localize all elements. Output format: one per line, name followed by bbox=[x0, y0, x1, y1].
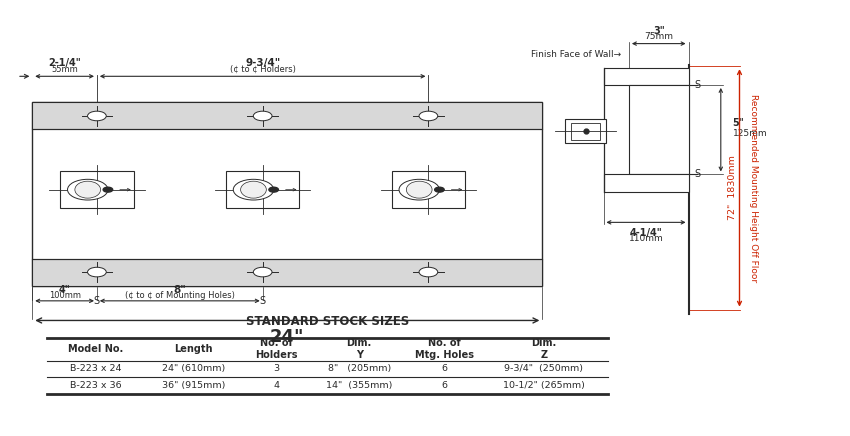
Bar bbox=[32, 259, 542, 286]
Circle shape bbox=[253, 267, 272, 277]
Text: 110mm: 110mm bbox=[629, 234, 663, 243]
Bar bbox=[32, 102, 542, 129]
Text: S: S bbox=[694, 170, 700, 179]
Text: Finish Face of Wall→: Finish Face of Wall→ bbox=[531, 50, 621, 59]
Text: STANDARD STOCK SIZES: STANDARD STOCK SIZES bbox=[246, 315, 409, 328]
Circle shape bbox=[88, 267, 106, 277]
Text: S: S bbox=[94, 296, 100, 307]
Circle shape bbox=[419, 267, 438, 277]
Bar bbox=[226, 171, 299, 208]
Text: 4-1/4": 4-1/4" bbox=[630, 228, 662, 238]
Text: Dim.
Z: Dim. Z bbox=[531, 338, 557, 360]
Text: 3: 3 bbox=[273, 364, 280, 373]
Text: 6: 6 bbox=[441, 381, 447, 390]
Text: 72"  1830mm: 72" 1830mm bbox=[728, 156, 737, 220]
Circle shape bbox=[399, 179, 439, 200]
Text: B-223 x 24: B-223 x 24 bbox=[70, 364, 122, 373]
Text: 5": 5" bbox=[733, 118, 745, 128]
Text: 24": 24" bbox=[270, 328, 304, 346]
Text: No. of
Holders: No. of Holders bbox=[255, 338, 298, 360]
Circle shape bbox=[67, 179, 108, 200]
Text: 36" (915mm): 36" (915mm) bbox=[162, 381, 225, 390]
Text: Length: Length bbox=[174, 344, 212, 354]
Circle shape bbox=[434, 187, 445, 192]
Ellipse shape bbox=[75, 181, 100, 198]
Bar bbox=[32, 102, 542, 286]
Text: 6: 6 bbox=[441, 364, 447, 373]
Text: S: S bbox=[259, 296, 266, 307]
Circle shape bbox=[253, 111, 272, 121]
Text: (¢ to ¢ Holders): (¢ to ¢ Holders) bbox=[230, 65, 296, 74]
Bar bbox=[604, 68, 689, 85]
Text: 3": 3" bbox=[653, 26, 665, 36]
Text: S: S bbox=[694, 80, 700, 90]
Circle shape bbox=[233, 179, 274, 200]
Text: 8": 8" bbox=[173, 285, 186, 295]
Text: 10-1/2" (265mm): 10-1/2" (265mm) bbox=[503, 381, 585, 390]
Bar bbox=[571, 123, 600, 140]
Bar bbox=[392, 171, 465, 208]
Circle shape bbox=[88, 111, 106, 121]
Text: 100mm: 100mm bbox=[48, 291, 81, 300]
Circle shape bbox=[419, 111, 438, 121]
Bar bbox=[565, 119, 606, 143]
Circle shape bbox=[269, 187, 279, 192]
Text: Dim.
Y: Dim. Y bbox=[347, 338, 371, 360]
Text: 75mm: 75mm bbox=[644, 32, 673, 41]
Text: Model No.: Model No. bbox=[68, 344, 123, 354]
Circle shape bbox=[103, 187, 113, 192]
Text: (¢ to ¢ of Mounting Holes): (¢ to ¢ of Mounting Holes) bbox=[125, 291, 235, 300]
Ellipse shape bbox=[241, 181, 266, 198]
Text: 9-3/4"  (250mm): 9-3/4" (250mm) bbox=[505, 364, 583, 373]
Text: 4": 4" bbox=[59, 285, 71, 295]
Text: 55mm: 55mm bbox=[51, 65, 78, 74]
Text: Recommended Mounting Height Off Floor: Recommended Mounting Height Off Floor bbox=[749, 94, 757, 282]
Text: 4: 4 bbox=[273, 381, 280, 390]
Bar bbox=[629, 85, 688, 174]
Text: 8"   (205mm): 8" (205mm) bbox=[327, 364, 391, 373]
Text: 125mm: 125mm bbox=[733, 129, 768, 138]
Text: 14"  (355mm): 14" (355mm) bbox=[326, 381, 393, 390]
Bar bbox=[60, 171, 133, 208]
Text: 9-3/4": 9-3/4" bbox=[245, 58, 280, 68]
Text: No. of
Mtg. Holes: No. of Mtg. Holes bbox=[415, 338, 473, 360]
Bar bbox=[604, 174, 689, 192]
Text: B-223 x 36: B-223 x 36 bbox=[70, 381, 122, 390]
Ellipse shape bbox=[406, 181, 432, 198]
Text: 2-1/4": 2-1/4" bbox=[48, 58, 81, 68]
Text: 24" (610mm): 24" (610mm) bbox=[162, 364, 225, 373]
